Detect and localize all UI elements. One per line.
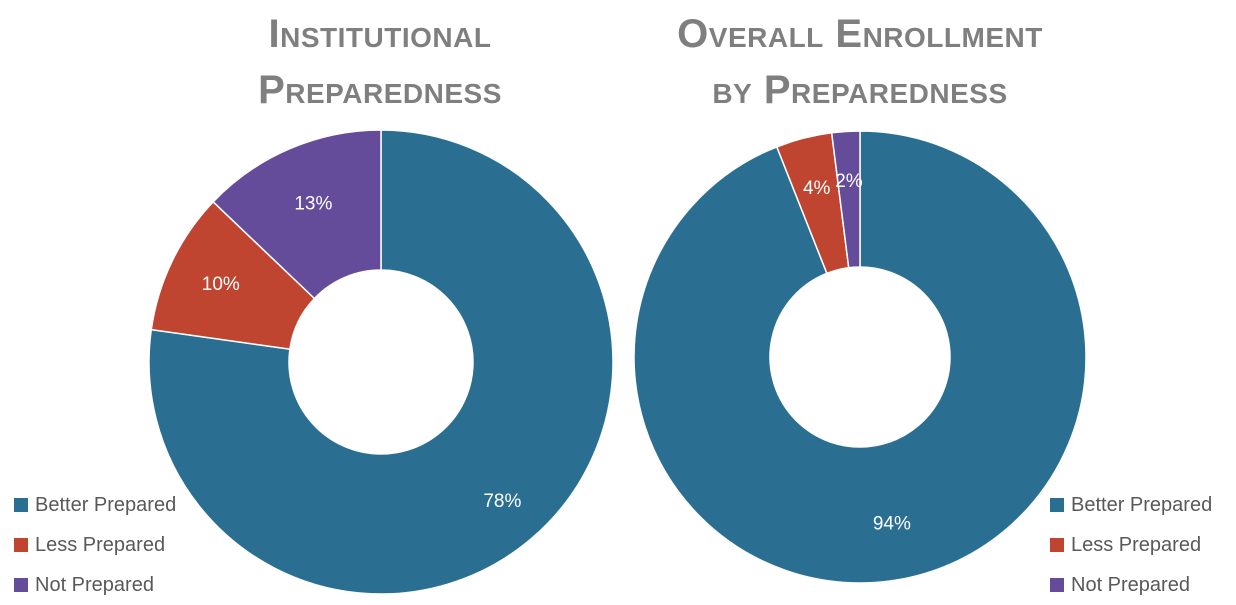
- chart-title-line2: by Preparedness: [712, 68, 1008, 112]
- donut-chart-0: 78% 10% 13%: [148, 129, 614, 595]
- data-label-less-prepared: 10%: [202, 274, 240, 295]
- chart-title-overall-enrollment: Overall Enrollment by Preparedness: [630, 6, 1090, 118]
- legend-swatch-better-prepared: [14, 498, 28, 512]
- chart-title-line1: Institutional: [268, 12, 492, 56]
- legend-label: Not Prepared: [1071, 573, 1190, 596]
- legend-swatch-better-prepared: [1050, 498, 1064, 512]
- chart-title-line1: Overall Enrollment: [677, 12, 1043, 56]
- data-label-not-prepared: 2%: [835, 171, 863, 192]
- legend-item-better-prepared: Better Prepared: [14, 485, 176, 525]
- legend-item-not-prepared: Not Prepared: [1050, 565, 1212, 605]
- slice-not-prepared: [830, 130, 861, 269]
- legend-item-less-prepared: Less Prepared: [1050, 525, 1212, 565]
- legend-swatch-less-prepared: [14, 538, 28, 552]
- legend-item-better-prepared: Better Prepared: [1050, 485, 1212, 525]
- legend-label: Not Prepared: [35, 573, 154, 596]
- legend-item-not-prepared: Not Prepared: [14, 565, 176, 605]
- legend-label: Less Prepared: [35, 533, 166, 556]
- legend-institutional: Better Prepared Less Prepared Not Prepar…: [14, 485, 176, 605]
- legend-swatch-not-prepared: [1050, 578, 1064, 592]
- slice-better-prepared: [633, 130, 1087, 584]
- legend-label: Better Prepared: [1071, 493, 1213, 516]
- legend-label: Better Prepared: [35, 493, 177, 516]
- data-label-less-prepared: 4%: [803, 178, 831, 199]
- slice-not-prepared: [212, 129, 382, 300]
- legend-label: Less Prepared: [1071, 533, 1202, 556]
- chart-title-institutional: Institutional Preparedness: [150, 6, 610, 118]
- chart-title-line2: Preparedness: [258, 68, 502, 112]
- legend-swatch-not-prepared: [14, 578, 28, 592]
- slice-better-prepared: [148, 129, 614, 595]
- legend-item-less-prepared: Less Prepared: [14, 525, 176, 565]
- legend-overall-enrollment: Better Prepared Less Prepared Not Prepar…: [1050, 485, 1212, 605]
- legend-swatch-less-prepared: [1050, 538, 1064, 552]
- data-label-not-prepared: 13%: [294, 193, 332, 214]
- data-label-better-prepared: 78%: [483, 491, 521, 512]
- donut-chart-1: 94% 4% 2%: [633, 130, 1087, 584]
- data-label-better-prepared: 94%: [873, 513, 911, 534]
